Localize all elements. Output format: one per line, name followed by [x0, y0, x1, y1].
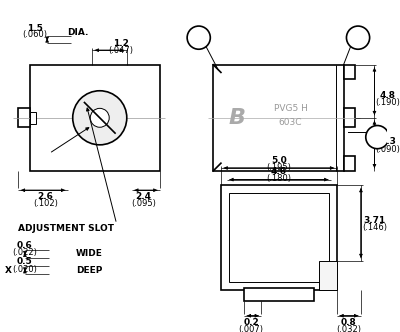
Text: (.190): (.190) — [376, 99, 400, 108]
Text: (.060): (.060) — [22, 30, 47, 39]
Text: 2.3: 2.3 — [380, 137, 396, 146]
Bar — [229, 193, 329, 282]
Text: (.020): (.020) — [12, 265, 37, 274]
Text: (.102): (.102) — [33, 199, 58, 208]
Text: 1.5: 1.5 — [27, 24, 42, 33]
Text: 1: 1 — [355, 33, 362, 42]
Text: 4.8: 4.8 — [380, 91, 396, 100]
Text: DIA.: DIA. — [67, 28, 89, 37]
Text: WIDE: WIDE — [76, 249, 103, 258]
Text: 0.6: 0.6 — [17, 241, 33, 250]
Text: PVG5 H: PVG5 H — [274, 104, 307, 113]
Text: (.180): (.180) — [266, 174, 291, 183]
Circle shape — [187, 26, 210, 49]
Text: 0.5: 0.5 — [17, 257, 33, 266]
Bar — [344, 156, 355, 171]
Text: (.090): (.090) — [376, 145, 400, 154]
Text: 0.2: 0.2 — [243, 318, 259, 327]
Circle shape — [366, 125, 389, 149]
Text: 4.6: 4.6 — [271, 167, 287, 176]
Text: B: B — [229, 108, 246, 128]
Text: 3: 3 — [374, 132, 381, 142]
Text: 2: 2 — [195, 33, 202, 42]
Text: (.047): (.047) — [108, 46, 134, 55]
Text: 5.0: 5.0 — [271, 156, 287, 165]
Text: X: X — [5, 266, 12, 275]
Bar — [344, 108, 355, 127]
Text: (.007): (.007) — [238, 325, 264, 332]
Bar — [30, 112, 36, 124]
Bar — [320, 261, 337, 290]
Text: 2.4: 2.4 — [136, 193, 152, 202]
Circle shape — [90, 108, 109, 127]
Text: 0.8: 0.8 — [341, 318, 357, 327]
Text: (.195): (.195) — [266, 163, 291, 172]
Circle shape — [346, 26, 370, 49]
Text: ADJUSTMENT SLOT: ADJUSTMENT SLOT — [18, 224, 114, 233]
Bar — [18, 108, 30, 127]
Text: (.095): (.095) — [131, 199, 156, 208]
Bar — [221, 185, 337, 290]
Text: 603C: 603C — [279, 118, 302, 127]
Bar — [244, 288, 314, 301]
Bar — [344, 65, 355, 79]
Text: 2.6: 2.6 — [38, 193, 53, 202]
Circle shape — [73, 91, 127, 145]
Text: 3.71: 3.71 — [363, 216, 386, 225]
Text: DEEP: DEEP — [76, 266, 102, 275]
Bar — [213, 65, 344, 171]
Bar — [30, 65, 160, 171]
Text: (.032): (.032) — [336, 325, 361, 332]
Text: (.146): (.146) — [362, 223, 387, 232]
Text: 1.2: 1.2 — [113, 39, 129, 48]
Text: (.022): (.022) — [12, 248, 37, 257]
